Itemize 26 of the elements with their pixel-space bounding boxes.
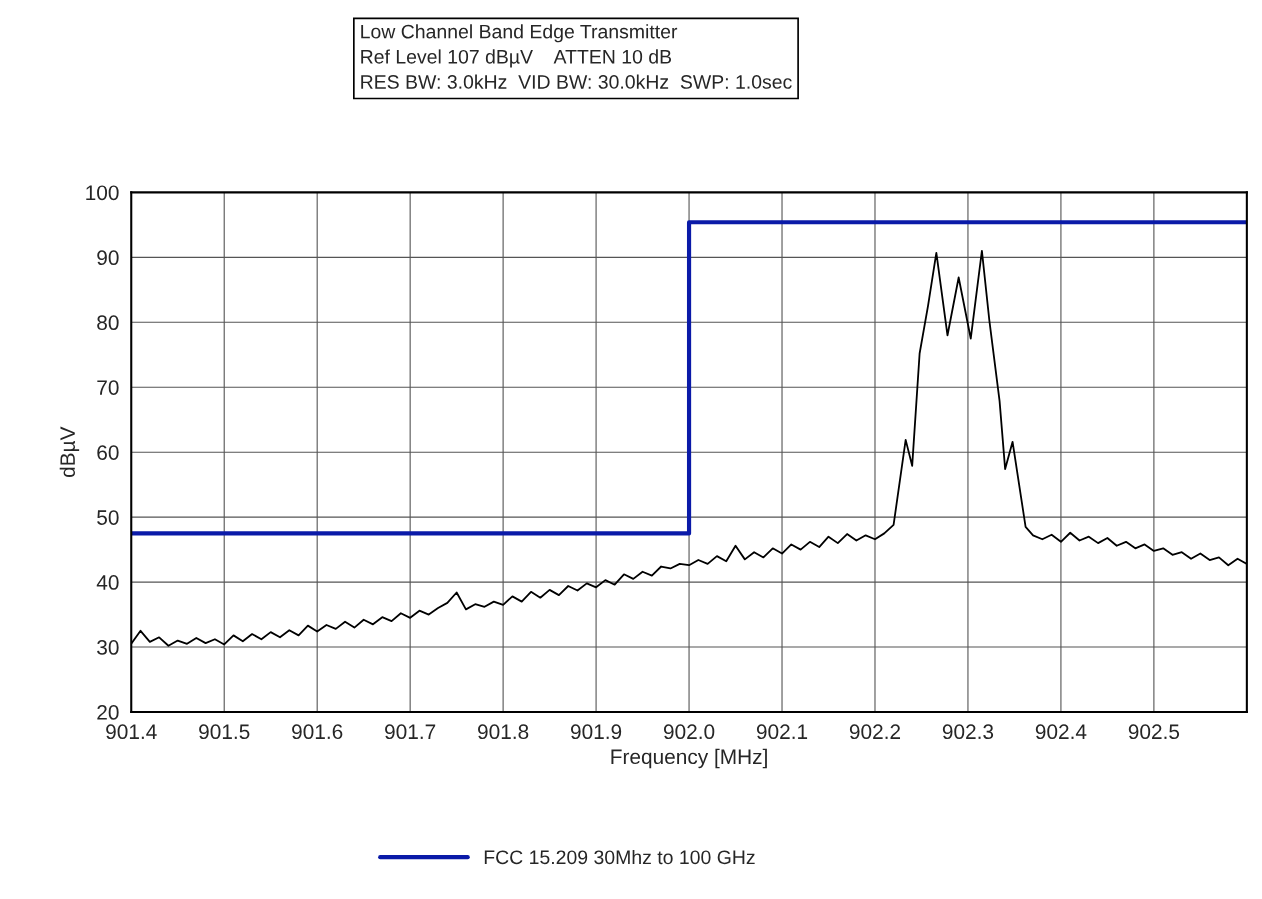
x-axis-title: Frequency [MHz] bbox=[611, 748, 767, 769]
x-tick-label: 901.9 bbox=[571, 724, 622, 740]
x-tick-label: 901.8 bbox=[478, 724, 529, 740]
y-tick-label: 50 bbox=[97, 510, 119, 525]
x-tick-label: 902.1 bbox=[756, 724, 808, 740]
y-tick-label: 40 bbox=[96, 575, 119, 590]
y-tick-label: 90 bbox=[97, 250, 119, 266]
y-tick-label: 100 bbox=[86, 185, 119, 201]
chart-title: Low Channel Band Edge Transmitter bbox=[361, 24, 678, 43]
legend-label: FCC 15.209 30Mhz to 100 GHz bbox=[484, 849, 755, 865]
y-tick-label: 70 bbox=[97, 380, 119, 395]
x-tick-label: 902.5 bbox=[1128, 724, 1180, 740]
y-tick-label: 30 bbox=[97, 640, 119, 655]
y-tick-label: 80 bbox=[97, 315, 119, 331]
y-tick-label: 20 bbox=[97, 705, 119, 720]
y-tick-label: 60 bbox=[97, 445, 119, 460]
x-tick-label: 902.4 bbox=[1035, 724, 1087, 740]
x-tick-label: 902.3 bbox=[942, 724, 994, 740]
x-tick-label: 901.7 bbox=[385, 724, 436, 740]
x-tick-label: 901.6 bbox=[292, 724, 343, 740]
y-axis-title: dBµV bbox=[59, 426, 80, 478]
x-tick-label: 901.4 bbox=[106, 724, 157, 740]
x-tick-label: 902.0 bbox=[663, 724, 715, 740]
x-tick-label: 901.5 bbox=[199, 724, 250, 740]
chart-subtitle: Ref Level 107 dBµV ATTEN 10 dB RES BW: 3.0kHz VID BW: 30.0kHz SWP: 1.0sec bbox=[361, 49, 792, 89]
x-tick-label: 902.2 bbox=[849, 724, 901, 740]
